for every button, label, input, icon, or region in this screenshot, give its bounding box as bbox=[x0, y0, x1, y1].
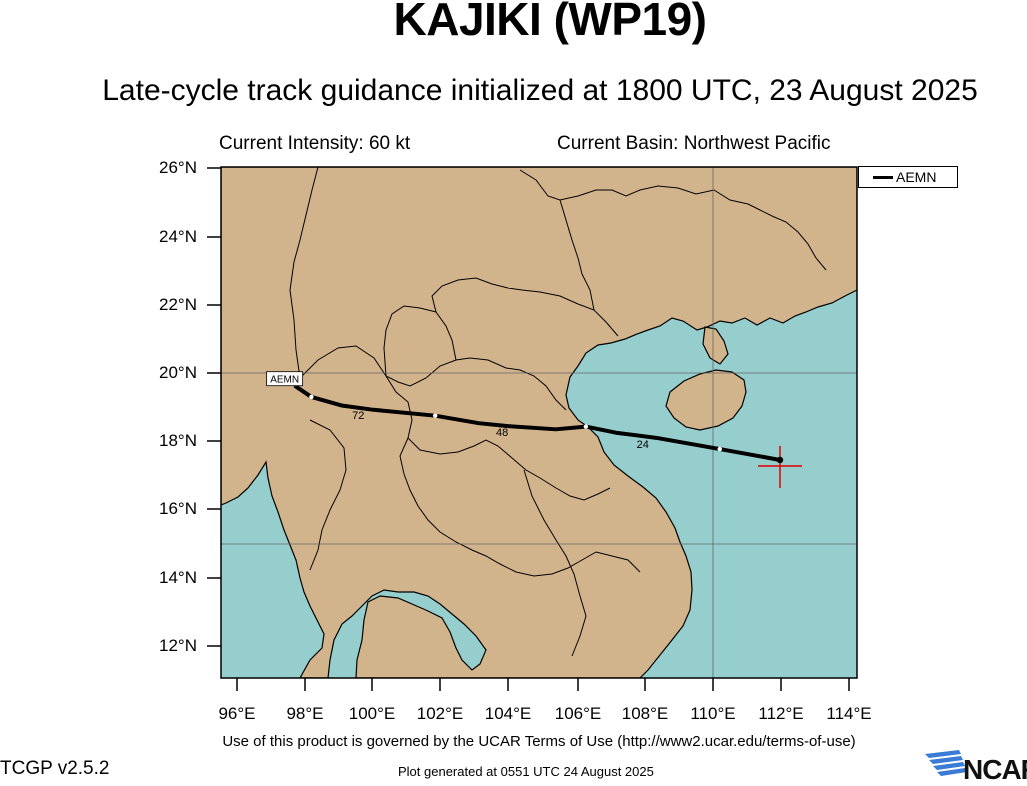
forecast-hour-label: 48 bbox=[496, 427, 508, 439]
current-intensity: Current Intensity: 60 kt bbox=[219, 133, 411, 154]
y-tick-label: 14°N bbox=[159, 568, 197, 587]
y-tick-label: 18°N bbox=[159, 431, 197, 450]
plot-subtitle: Late-cycle track guidance initialized at… bbox=[102, 74, 978, 107]
track-point-marker bbox=[583, 424, 589, 429]
y-tick-label: 24°N bbox=[159, 227, 197, 246]
y-tick-label: 12°N bbox=[159, 636, 197, 655]
generated-timestamp: Plot generated at 0551 UTC 24 August 202… bbox=[398, 764, 654, 779]
land-mainland bbox=[221, 167, 857, 678]
country-borders bbox=[289, 167, 827, 657]
svg-text:AEMN: AEMN bbox=[270, 375, 299, 386]
x-tick-label: 110°E bbox=[690, 704, 736, 723]
track-end-label: AEMN bbox=[266, 371, 304, 387]
map-frame bbox=[220, 166, 858, 679]
track-point-marker bbox=[717, 446, 722, 452]
y-tick-label: 26°N bbox=[159, 158, 197, 177]
x-tick-label: 98°E bbox=[286, 704, 324, 723]
version-text: TCGP v2.5.2 bbox=[0, 758, 110, 779]
track-point-marker bbox=[309, 394, 314, 400]
y-axis-ticks bbox=[207, 167, 221, 647]
x-tick-label: 106°E bbox=[554, 704, 602, 723]
x-tick-label: 96°E bbox=[218, 704, 256, 723]
land-leizhou bbox=[702, 326, 729, 365]
y-tick-label: 16°N bbox=[159, 499, 197, 518]
storm-title: KAJIKI (WP19) bbox=[393, 0, 707, 45]
legend-swatch bbox=[873, 176, 893, 179]
track-start-point bbox=[776, 456, 784, 464]
graticule bbox=[221, 167, 857, 678]
ncar-logo-text: NCAR bbox=[963, 754, 1027, 785]
forecast-hour-label: 24 bbox=[637, 439, 649, 451]
x-tick-label: 114°E bbox=[826, 704, 872, 723]
current-position-marker bbox=[758, 445, 803, 488]
legend-label: AEMN bbox=[896, 169, 937, 185]
x-tick-label: 100°E bbox=[348, 704, 396, 723]
x-tick-label: 108°E bbox=[621, 704, 669, 723]
ncar-logo-icon bbox=[925, 750, 967, 776]
x-tick-label: 104°E bbox=[484, 704, 532, 723]
track-point-marker bbox=[433, 413, 438, 418]
terms-of-use-text: Use of this product is governed by the U… bbox=[222, 733, 856, 750]
legend: AEMN bbox=[858, 166, 958, 188]
x-axis-ticks bbox=[236, 678, 850, 691]
current-basin: Current Basin: Northwest Pacific bbox=[557, 133, 831, 154]
y-tick-label: 20°N bbox=[159, 363, 197, 382]
y-tick-label: 22°N bbox=[159, 295, 197, 314]
track-line-aemn bbox=[293, 384, 781, 462]
forecast-hour-label: 72 bbox=[352, 410, 364, 422]
x-tick-label: 112°E bbox=[758, 704, 804, 723]
x-tick-label: 102°E bbox=[416, 704, 464, 723]
